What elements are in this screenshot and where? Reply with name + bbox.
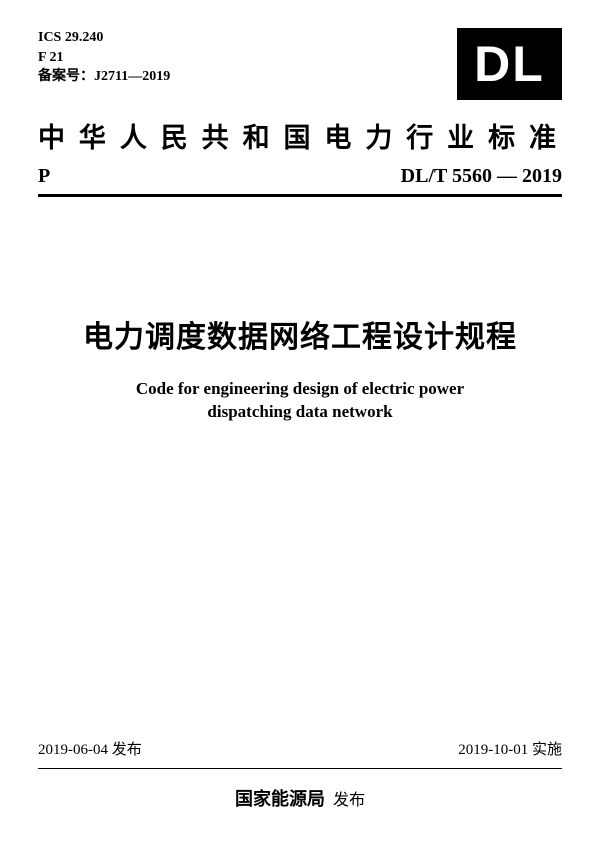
issuer-action: 发布 bbox=[333, 792, 365, 809]
footer-divider bbox=[38, 768, 562, 769]
dl-logo: DL bbox=[457, 28, 562, 100]
subheader-row: P DL/T 5560 — 2019 bbox=[38, 165, 562, 188]
issuer-org: 国家能源局 bbox=[235, 789, 325, 809]
f-code: F 21 bbox=[38, 48, 170, 68]
filing-number: 备案号：J2711—2019 bbox=[38, 67, 170, 87]
header-row: ICS 29.240 F 21 备案号：J2711—2019 DL bbox=[38, 28, 562, 100]
issuing-authority: 国家能源局发布 bbox=[0, 785, 600, 811]
p-classification: P bbox=[38, 165, 50, 188]
title-en-line2: dispatching data network bbox=[38, 401, 562, 424]
ics-code: ICS 29.240 bbox=[38, 28, 170, 48]
header-left-block: ICS 29.240 F 21 备案号：J2711—2019 bbox=[38, 28, 170, 87]
standard-number: DL/T 5560 — 2019 bbox=[401, 165, 562, 188]
dates-row: 2019-06-04 发布 2019-10-01 实施 bbox=[38, 738, 562, 759]
title-chinese: 电力调度数据网络工程设计规程 bbox=[38, 312, 562, 356]
title-section: 电力调度数据网络工程设计规程 Code for engineering desi… bbox=[38, 312, 562, 424]
title-english: Code for engineering design of electric … bbox=[38, 378, 562, 424]
effective-date: 2019-10-01 实施 bbox=[458, 738, 562, 759]
title-en-line1: Code for engineering design of electric … bbox=[38, 378, 562, 401]
header-divider bbox=[38, 194, 562, 197]
publish-date: 2019-06-04 发布 bbox=[38, 738, 142, 759]
industry-standard-heading: 中华人民共和国电力行业标准 bbox=[38, 116, 562, 155]
